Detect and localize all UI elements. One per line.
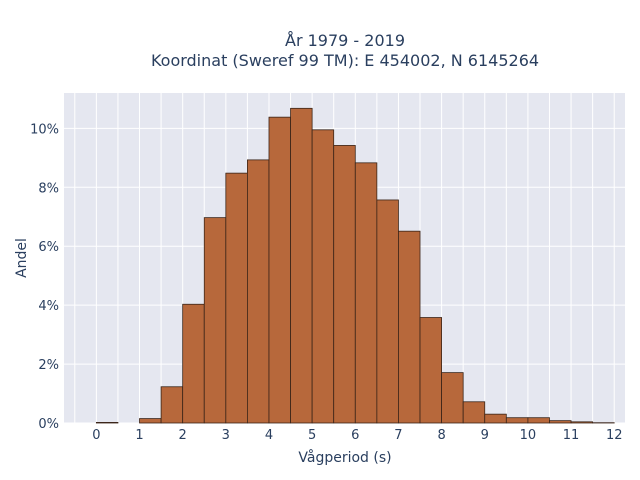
histogram-bar <box>549 420 572 424</box>
y-axis-ticks: 0% 2% 4% 6% 8% 10% <box>30 122 59 432</box>
x-tick-label: 11 <box>563 428 580 443</box>
histogram-bar <box>354 162 378 424</box>
histogram-bar <box>419 317 442 424</box>
x-axis-ticks: 0 1 2 3 4 5 6 7 8 9 10 11 12 <box>92 428 622 443</box>
histogram-bar <box>505 417 529 424</box>
x-axis-title: Vågperiod (s) <box>298 449 391 466</box>
histogram-bar <box>95 422 119 424</box>
x-tick-label: 10 <box>520 428 537 443</box>
x-tick-label: 6 <box>351 428 359 443</box>
y-tick-label: 2% <box>38 358 59 373</box>
chart-title-line-1: År 1979 - 2019 <box>285 31 405 50</box>
y-tick-label: 0% <box>38 417 59 432</box>
x-tick-label: 1 <box>135 428 143 443</box>
x-tick-label: 9 <box>481 428 489 443</box>
histogram-bar <box>333 145 356 424</box>
histogram-bar <box>160 386 184 424</box>
x-tick-label: 4 <box>265 428 273 443</box>
x-tick-label: 3 <box>222 428 230 443</box>
histogram-bar <box>182 303 205 424</box>
x-tick-label: 7 <box>394 428 402 443</box>
histogram-bar <box>311 129 335 424</box>
y-tick-label: 4% <box>38 299 59 314</box>
histogram-bar <box>527 417 550 424</box>
x-tick-label: 0 <box>92 428 100 443</box>
y-tick-label: 6% <box>38 240 59 255</box>
histogram-bar <box>203 217 227 424</box>
histogram-bar <box>484 413 507 424</box>
histogram-bar <box>441 372 464 424</box>
histogram-bar <box>398 230 421 424</box>
bars <box>95 107 615 424</box>
x-tick-label: 8 <box>437 428 445 443</box>
x-tick-label: 2 <box>179 428 187 443</box>
chart-title-line-2: Koordinat (Sweref 99 TM): E 454002, N 61… <box>151 51 539 70</box>
y-tick-label: 10% <box>30 122 59 137</box>
y-axis-title: Andel <box>14 238 30 278</box>
histogram-bar <box>462 401 486 424</box>
histogram-bar <box>247 159 270 424</box>
histogram-bar <box>225 172 248 424</box>
y-tick-label: 8% <box>38 181 59 196</box>
x-tick-label: 12 <box>606 428 623 443</box>
histogram-bar <box>139 418 162 424</box>
x-tick-label: 5 <box>308 428 316 443</box>
histogram-bar <box>268 116 291 424</box>
histogram-bar <box>570 421 594 424</box>
histogram-bar <box>376 199 399 424</box>
histogram-bar <box>290 107 313 424</box>
